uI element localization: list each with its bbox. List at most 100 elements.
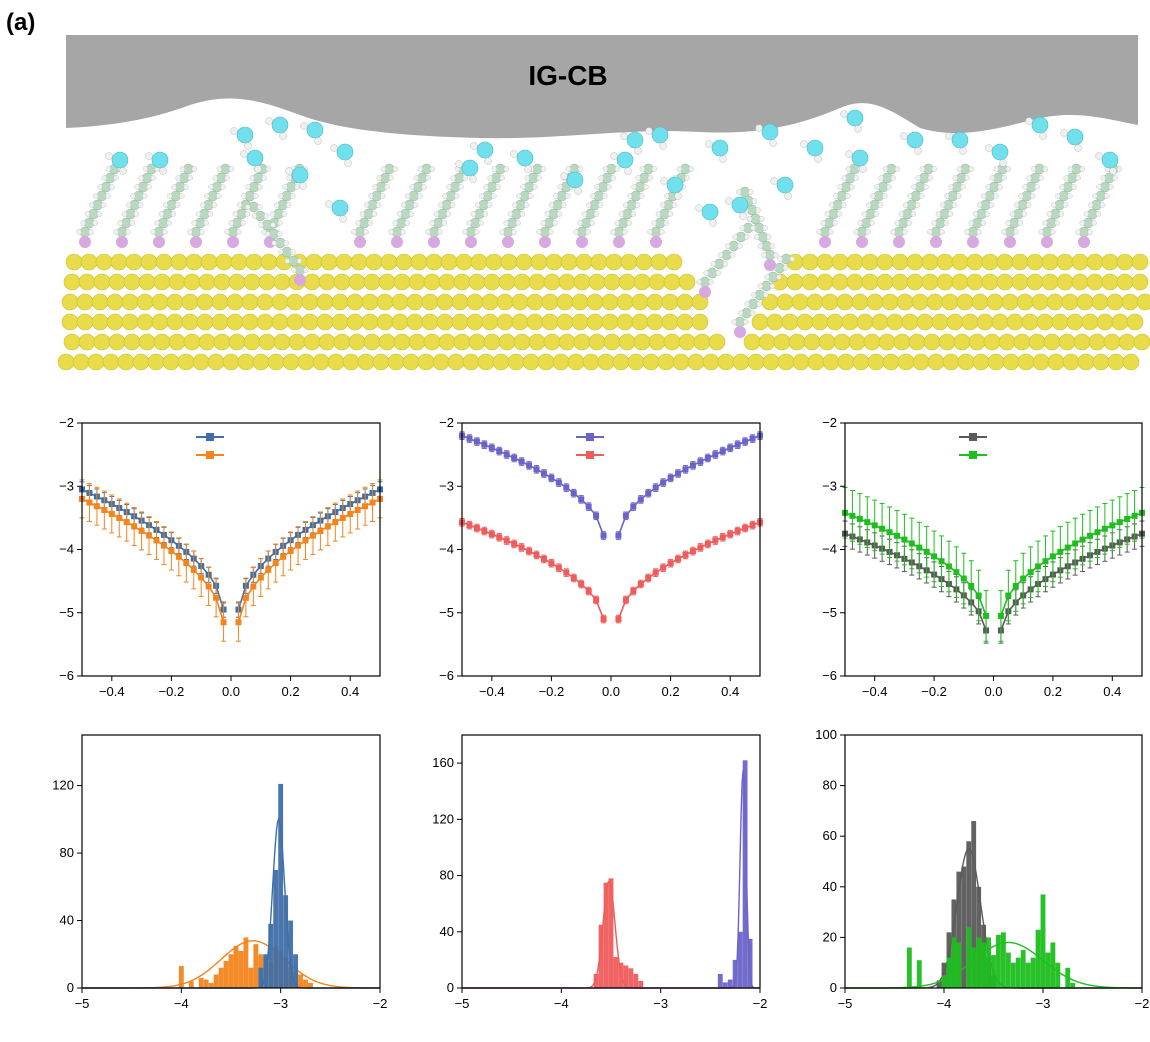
gold-atom: [996, 253, 1014, 271]
hydrogen-atom: [598, 175, 604, 181]
hydrogen-atom: [836, 211, 843, 217]
gold-atom: [691, 313, 709, 331]
hydrogen-atom: [874, 184, 880, 190]
hydrogen-atom: [870, 193, 876, 199]
hydrogen-atom: [224, 229, 230, 235]
gold-atom: [648, 333, 666, 351]
gold-atom: [408, 333, 426, 351]
gold-atom: [891, 253, 909, 271]
histogram-bar: [223, 961, 229, 988]
y-tick-label: −3: [822, 478, 837, 493]
data-point: [466, 522, 473, 529]
gold-atom: [831, 253, 849, 271]
hydrogen-atom: [105, 166, 112, 172]
hydrogen-atom: [1025, 202, 1032, 208]
data-point: [369, 499, 376, 506]
hydrogen-atom: [743, 319, 749, 325]
gold-atom: [631, 293, 649, 311]
gold-atom: [951, 253, 969, 271]
data-point: [652, 484, 659, 491]
oxygen-atom: [1066, 128, 1084, 146]
histogram-bar: [253, 944, 259, 988]
gold-atom: [108, 273, 126, 291]
hydrogen-atom: [814, 155, 822, 163]
hydrogen-atom: [208, 184, 214, 190]
hydrogen-atom: [1022, 184, 1028, 190]
data-point: [153, 537, 160, 544]
hydrogen-atom: [945, 132, 953, 140]
data-point: [116, 514, 123, 521]
hydrogen-atom: [462, 229, 468, 235]
hydrogen-atom: [610, 175, 616, 181]
oxygen-atom: [616, 151, 634, 169]
hydrogen-atom: [270, 222, 276, 228]
data-point: [503, 537, 510, 544]
gold-atom: [998, 333, 1016, 351]
x-tick-label: −0.4: [99, 684, 125, 699]
oxygen-atom: [476, 141, 494, 159]
gold-atom: [153, 333, 171, 351]
data-point: [622, 596, 629, 603]
gold-atom: [348, 273, 366, 291]
hydrogen-atom: [265, 117, 273, 125]
gold-atom: [1031, 293, 1049, 311]
histogram-bar: [218, 967, 224, 988]
gold-atom: [616, 313, 634, 331]
gold-atom: [252, 353, 270, 371]
y-tick-label: −4: [822, 542, 837, 557]
gold-atom: [826, 313, 844, 331]
hydrogen-atom: [894, 166, 901, 172]
y-tick-label: 80: [823, 778, 837, 793]
data-point: [533, 466, 540, 473]
data-point: [317, 527, 324, 534]
gold-atom: [136, 313, 154, 331]
data-point: [600, 532, 607, 539]
gold-atom: [1086, 273, 1104, 291]
gold-atom: [198, 333, 216, 351]
hydrogen-atom: [715, 270, 721, 276]
hydrogen-atom: [647, 175, 653, 181]
histogram-bar: [633, 973, 639, 988]
gold-atom: [601, 313, 619, 331]
hydrogen-atom: [659, 229, 665, 235]
hydrogen-atom: [845, 150, 853, 158]
hydrogen-atom: [482, 211, 489, 217]
data-point: [849, 512, 856, 519]
hydrogen-atom: [171, 184, 177, 190]
gold-atom: [421, 313, 439, 331]
oxygen-atom: [761, 123, 779, 141]
data-point: [997, 612, 1004, 619]
hydrogen-atom: [841, 175, 847, 181]
histogram-bar: [1040, 894, 1046, 988]
hydrogen-atom: [717, 252, 724, 258]
gold-atom: [483, 273, 501, 291]
gold-atom: [856, 313, 874, 331]
gold-atom: [1026, 253, 1044, 271]
sulfur-atom: [153, 236, 165, 248]
gold-atom: [303, 273, 321, 291]
hydrogen-atom: [105, 193, 111, 199]
gold-atom: [57, 353, 75, 371]
gold-atom: [846, 273, 864, 291]
data-point: [983, 612, 990, 619]
data-point: [518, 544, 525, 551]
gold-atom: [807, 353, 825, 371]
gold-atom: [1111, 313, 1129, 331]
hydrogen-atom: [245, 184, 251, 190]
hydrogen-atom: [828, 202, 835, 208]
histogram-bar: [996, 934, 1001, 988]
gold-atom: [1058, 333, 1076, 351]
hydrogen-atom: [470, 142, 478, 150]
hydrogen-atom: [183, 184, 189, 190]
hydrogen-atom: [769, 243, 776, 249]
hydrogen-atom: [914, 202, 921, 208]
hydrogen-atom: [577, 166, 584, 172]
hydrogen-atom: [261, 175, 267, 181]
hydrogen-atom: [719, 155, 727, 163]
gold-atom: [78, 273, 96, 291]
hydrogen-atom: [590, 193, 596, 199]
hydrogen-atom: [766, 234, 772, 240]
gold-atom: [361, 313, 379, 331]
water-molecules: [105, 109, 1119, 227]
gold-atom: [646, 313, 664, 331]
